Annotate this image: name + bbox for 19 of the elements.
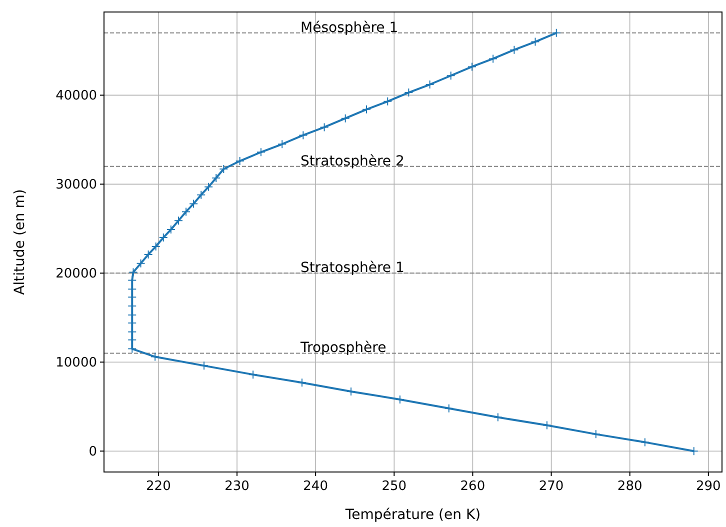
x-tick-label: 240	[303, 479, 328, 494]
x-tick-label: 270	[538, 479, 564, 494]
x-tick-label: 290	[696, 479, 721, 494]
ref-line-label: Stratosphère 2	[300, 153, 404, 170]
ref-line-label: Troposphère	[300, 340, 386, 356]
x-tick-label: 260	[460, 479, 486, 494]
ref-line-label: Mésosphère 1	[300, 20, 398, 36]
y-tick-label: 0	[88, 444, 97, 460]
x-axis-title: Température (en K)	[344, 507, 481, 523]
y-tick-label: 40000	[56, 88, 97, 104]
ref-line-label: Stratosphère 1	[300, 260, 404, 276]
y-tick-label: 20000	[56, 266, 97, 282]
y-tick-label: 30000	[56, 178, 97, 193]
y-tick-label: 10000	[56, 356, 97, 371]
y-axis-title: Altitude (en m)	[12, 189, 28, 295]
x-tick-label: 230	[224, 479, 250, 494]
x-tick-label: 220	[146, 479, 171, 494]
x-tick-label: 250	[382, 479, 407, 494]
x-tick-label: 280	[617, 479, 642, 494]
